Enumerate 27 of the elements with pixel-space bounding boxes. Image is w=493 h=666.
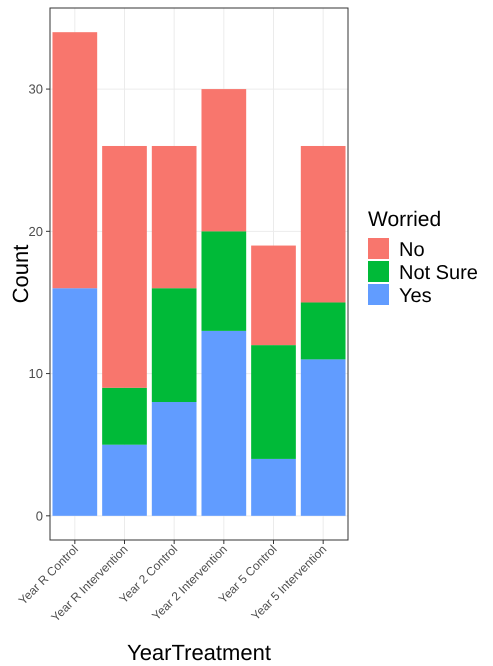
legend-title: Worried (368, 208, 442, 231)
bar (201, 231, 246, 331)
bar (152, 402, 197, 516)
legend-label: Yes (399, 285, 432, 307)
bar (152, 288, 197, 402)
bar (102, 146, 147, 388)
bar (52, 32, 98, 288)
y-axis-title: Count (8, 244, 33, 304)
y-tick-label: 30 (28, 82, 43, 97)
bar (300, 146, 346, 302)
y-tick-label: 0 (36, 508, 43, 524)
legend-label: Not Sure (399, 262, 478, 284)
x-axis-title: YearTreatment (127, 640, 271, 665)
bar (102, 388, 147, 445)
bar (251, 345, 296, 459)
bar (201, 330, 246, 516)
bar (201, 89, 246, 232)
legend-label: No (399, 239, 425, 261)
bar (102, 444, 147, 516)
y-tick-label: 10 (28, 366, 43, 382)
bar (251, 458, 296, 516)
bar (152, 146, 197, 288)
y-tick-label: 20 (28, 224, 43, 239)
bar (300, 302, 346, 360)
bar (52, 288, 98, 516)
bar (251, 246, 296, 346)
bar (300, 359, 346, 516)
